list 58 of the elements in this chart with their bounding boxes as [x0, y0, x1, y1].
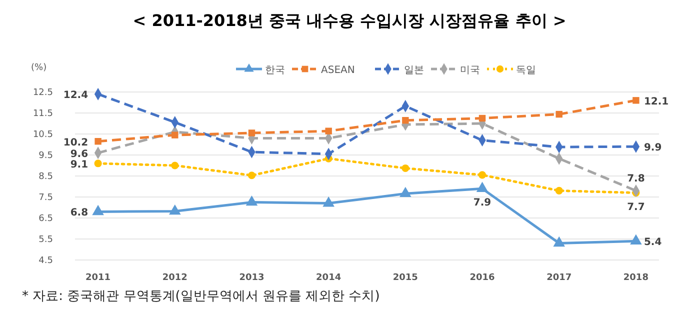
legend-label: 독일: [516, 65, 536, 76]
point: [171, 162, 179, 170]
data-label: 10.2: [63, 137, 88, 148]
data-label: 12.1: [644, 96, 669, 108]
data-label: 12.4: [63, 90, 88, 102]
text: * 자료: 중국해관 무역통계(일반무역에서 원유를 제외한 수치): [22, 289, 380, 304]
legend-label: 한국: [265, 65, 285, 76]
data-label: 9.9: [644, 142, 662, 154]
point: [402, 116, 409, 124]
data-label: 5.4: [644, 237, 662, 248]
data-label: 7.7: [627, 202, 645, 213]
point: [94, 160, 102, 168]
point: [92, 204, 104, 216]
x-tick-label: 2011: [86, 273, 111, 283]
data-label: 7.8: [627, 174, 645, 185]
data-label: 6.8: [70, 208, 88, 219]
x-tick-label: 2014: [316, 273, 342, 283]
point: [169, 204, 181, 215]
point: [476, 182, 488, 192]
point: [325, 128, 332, 134]
legend-label: 미국: [460, 65, 480, 76]
point: [630, 234, 642, 244]
y-tick-label: 12.5: [32, 88, 53, 98]
point: [248, 172, 256, 180]
point: [402, 164, 410, 172]
x-tick-label: 2013: [239, 273, 264, 283]
data-label: 9.1: [70, 159, 88, 170]
y-tick-label: 10.5: [32, 130, 53, 140]
legend-label: ASEAN: [321, 65, 355, 76]
y-tick-label: 6.5: [38, 214, 53, 224]
point: [478, 114, 486, 122]
x-tick-label: 2015: [392, 273, 418, 283]
legend-label: 일본: [404, 65, 424, 76]
point: [248, 130, 256, 136]
x-tick-label: 2018: [623, 273, 648, 283]
x-tick-label: 2016: [470, 273, 495, 283]
point: [632, 97, 640, 104]
point: [555, 186, 563, 194]
data-label: 7.9: [473, 198, 492, 209]
data-label: 9.6: [70, 148, 88, 160]
x-tick-label: 2017: [546, 273, 572, 283]
point: [94, 138, 102, 145]
y-tick-label: 8.5: [38, 172, 53, 182]
y-axis-title: (%): [31, 63, 47, 73]
point: [400, 186, 412, 198]
y-tick-label: 4.5: [38, 256, 53, 266]
point: [556, 110, 562, 118]
point: [322, 196, 334, 207]
point: [172, 132, 178, 138]
chart-title: < 2011-2018년 중국 내수용 수입시장 시장점유율 추이 >: [132, 11, 566, 30]
point: [553, 236, 565, 247]
x-tick-label: 2012: [162, 273, 188, 283]
point: [246, 195, 258, 206]
point: [478, 171, 486, 179]
y-tick-label: 9.5: [38, 151, 53, 161]
y-tick-label: 11.5: [32, 109, 53, 119]
y-tick-label: 7.5: [38, 193, 53, 203]
y-tick-label: 5.5: [38, 235, 53, 245]
